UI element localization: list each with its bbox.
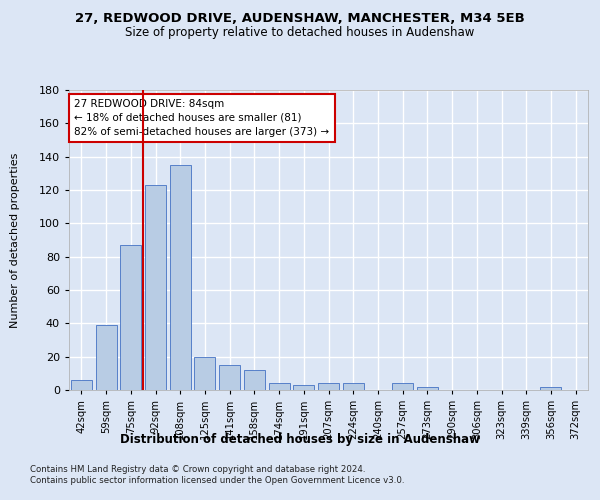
Text: 27, REDWOOD DRIVE, AUDENSHAW, MANCHESTER, M34 5EB: 27, REDWOOD DRIVE, AUDENSHAW, MANCHESTER… (75, 12, 525, 26)
Text: Contains HM Land Registry data © Crown copyright and database right 2024.: Contains HM Land Registry data © Crown c… (30, 465, 365, 474)
Bar (318, 384, 339, 390)
Bar (145, 185, 166, 390)
Bar (417, 386, 438, 390)
Bar (392, 384, 413, 390)
Bar (244, 370, 265, 390)
Text: Size of property relative to detached houses in Audenshaw: Size of property relative to detached ho… (125, 26, 475, 39)
Bar (95, 325, 116, 390)
Bar (219, 365, 240, 390)
Bar (71, 380, 92, 390)
Text: Distribution of detached houses by size in Audenshaw: Distribution of detached houses by size … (120, 432, 480, 446)
Text: Contains public sector information licensed under the Open Government Licence v3: Contains public sector information licen… (30, 476, 404, 485)
Bar (343, 384, 364, 390)
Bar (269, 384, 290, 390)
Bar (541, 386, 562, 390)
Bar (170, 165, 191, 390)
Text: 27 REDWOOD DRIVE: 84sqm
← 18% of detached houses are smaller (81)
82% of semi-de: 27 REDWOOD DRIVE: 84sqm ← 18% of detache… (74, 99, 329, 137)
Y-axis label: Number of detached properties: Number of detached properties (10, 152, 20, 328)
Bar (293, 385, 314, 390)
Bar (120, 245, 141, 390)
Bar (194, 356, 215, 390)
